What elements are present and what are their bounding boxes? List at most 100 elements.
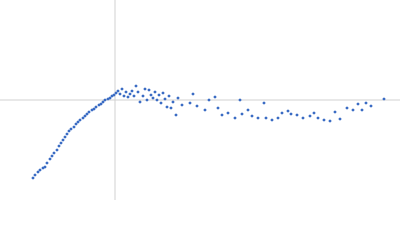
point <box>81 116 85 120</box>
point <box>63 135 67 139</box>
point <box>174 113 178 117</box>
point <box>59 141 63 145</box>
point <box>43 165 47 169</box>
point <box>141 94 145 98</box>
point <box>85 112 89 116</box>
point <box>163 97 167 101</box>
point <box>87 110 91 114</box>
point <box>159 101 163 105</box>
point <box>203 108 207 112</box>
point <box>176 96 180 100</box>
point <box>226 111 230 115</box>
point <box>92 107 96 111</box>
point <box>301 116 305 120</box>
point <box>153 90 157 94</box>
point <box>74 122 78 126</box>
point <box>149 93 153 97</box>
point <box>101 100 105 104</box>
point <box>256 116 260 120</box>
point <box>264 116 268 120</box>
point <box>57 144 61 148</box>
point <box>114 91 118 95</box>
point <box>312 111 316 115</box>
point <box>132 94 136 98</box>
point <box>262 101 266 105</box>
point <box>289 112 293 116</box>
point <box>69 127 73 131</box>
point <box>36 170 40 174</box>
point <box>220 113 224 117</box>
point <box>112 93 116 97</box>
point <box>270 118 274 122</box>
point <box>216 106 220 110</box>
point <box>130 89 134 93</box>
point <box>180 103 184 107</box>
point <box>322 118 326 122</box>
point <box>286 109 290 113</box>
point <box>338 117 342 121</box>
point <box>55 148 59 152</box>
point <box>83 114 87 118</box>
point <box>120 87 124 91</box>
point <box>207 98 211 102</box>
point <box>50 154 54 158</box>
point <box>345 106 349 110</box>
point <box>151 96 155 100</box>
point <box>61 138 65 142</box>
point <box>138 100 142 104</box>
point <box>134 84 138 88</box>
point <box>161 91 165 95</box>
point <box>333 110 337 114</box>
point <box>48 157 52 161</box>
point <box>128 92 132 96</box>
point <box>155 98 159 102</box>
chart <box>0 0 400 200</box>
point <box>116 89 120 93</box>
point <box>122 94 126 98</box>
point <box>78 118 82 122</box>
point <box>308 114 312 118</box>
point <box>72 125 76 129</box>
point <box>246 108 250 112</box>
point <box>238 98 242 102</box>
point <box>295 113 299 117</box>
point <box>118 92 122 96</box>
point <box>143 87 147 91</box>
point <box>126 95 130 99</box>
point <box>382 97 386 101</box>
point <box>103 98 107 102</box>
point <box>136 90 140 94</box>
point <box>191 92 195 96</box>
point <box>147 88 151 92</box>
point <box>31 176 35 180</box>
point <box>99 102 103 106</box>
point <box>38 168 42 172</box>
point <box>45 161 49 165</box>
point <box>157 93 161 97</box>
point <box>250 114 254 118</box>
point <box>67 129 71 133</box>
point <box>328 119 332 123</box>
point <box>188 101 192 105</box>
point <box>124 90 128 94</box>
point <box>169 106 173 110</box>
point <box>108 96 112 100</box>
point <box>94 105 98 109</box>
point <box>280 111 284 115</box>
point <box>76 120 80 124</box>
point <box>316 116 320 120</box>
point <box>145 98 149 102</box>
point <box>165 105 169 109</box>
point <box>33 173 37 177</box>
point <box>213 95 217 99</box>
point <box>65 132 69 136</box>
point <box>369 104 373 108</box>
point <box>167 94 171 98</box>
point <box>364 101 368 105</box>
point <box>52 151 56 155</box>
point <box>233 116 237 120</box>
point <box>360 108 364 112</box>
point <box>276 116 280 120</box>
point <box>171 100 175 104</box>
point <box>195 104 199 108</box>
